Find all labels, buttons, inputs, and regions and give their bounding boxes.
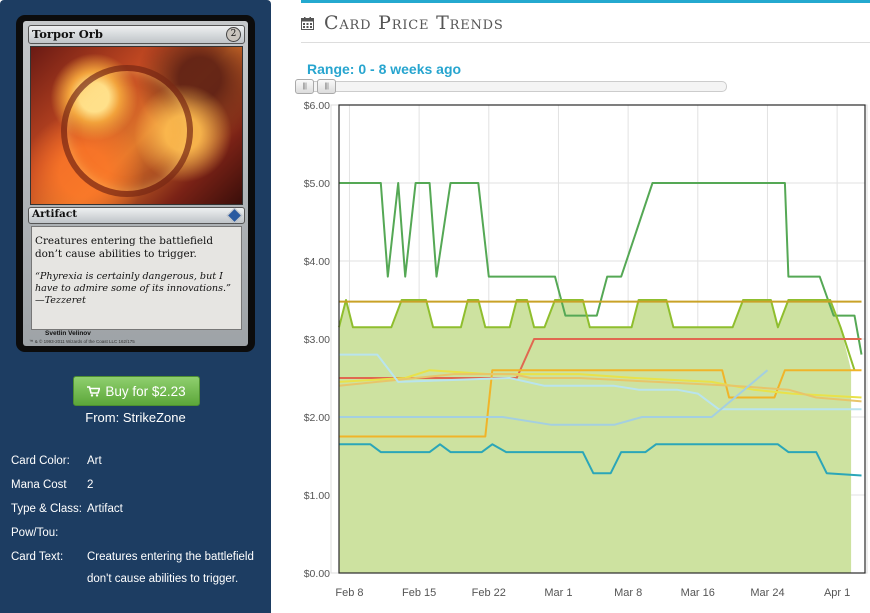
price-trends-panel: Card Price Trends Range: 0 - 8 weeks ago… xyxy=(295,0,870,613)
series-line-9 xyxy=(339,369,769,426)
detail-label-pow-tou: Pow/Tou: xyxy=(11,527,59,539)
card-detail-panel: Torpor Orb 2 Artifact Creatures entering… xyxy=(0,0,271,613)
x-tick-label: Mar 16 xyxy=(681,587,715,599)
x-tick-label: Mar 1 xyxy=(544,587,572,599)
card-image: Torpor Orb 2 Artifact Creatures entering… xyxy=(16,15,255,352)
card-artwork xyxy=(30,46,243,205)
buy-button[interactable]: Buy for $2.23 xyxy=(73,376,200,406)
detail-value-mana-cost: 2 xyxy=(87,479,94,491)
x-tick-label: Feb 15 xyxy=(402,587,436,599)
y-tick-label: $2.00 xyxy=(304,412,330,424)
detail-value-card-text: Creatures entering the battlefield don't… xyxy=(87,551,254,585)
series-line-4 xyxy=(339,338,862,379)
y-tick-label: $5.00 xyxy=(304,178,330,190)
x-tick-label: Apr 1 xyxy=(824,587,850,599)
card-title-bar: Torpor Orb 2 xyxy=(28,25,245,44)
y-axis-ticks: $0.00 $1.00 $2.00 $3.00 $4.00 $5.00 $6.00 xyxy=(304,100,330,580)
detail-value-type: Artifact xyxy=(87,503,123,515)
range-label: Range: 0 - 8 weeks ago xyxy=(307,61,462,77)
area-series xyxy=(339,300,852,573)
price-series xyxy=(338,182,863,477)
cart-icon xyxy=(87,385,101,397)
buy-from-seller: From: StrikeZone xyxy=(85,410,186,425)
series-line-2 xyxy=(338,299,856,371)
calendar-icon xyxy=(301,16,314,30)
mana-symbol: 2 xyxy=(226,27,241,42)
detail-label-type: Type & Class: xyxy=(11,503,82,515)
x-tick-label: Mar 8 xyxy=(614,587,642,599)
buy-button-label: Buy for $2.23 xyxy=(105,383,186,399)
card-flavor-text: “Phyrexia is certainly dangerous, but I … xyxy=(35,271,231,306)
y-tick-label: $6.00 xyxy=(304,100,330,112)
series-line-7 xyxy=(338,373,862,403)
range-slider-handle-end[interactable]: ||| xyxy=(317,79,336,94)
header-divider xyxy=(301,42,870,43)
set-symbol-icon xyxy=(226,207,243,224)
section-header: Card Price Trends xyxy=(301,12,504,34)
detail-label-mana-cost: Mana Cost xyxy=(11,479,67,491)
series-line-10 xyxy=(339,443,862,477)
y-tick-label: $3.00 xyxy=(304,334,330,346)
price-trend-chart: $0.00 $1.00 $2.00 $3.00 $4.00 $5.00 $6.00 Feb … xyxy=(304,100,868,599)
card-copyright: ™ & © 1993-2011 Wizards of the Coast LLC… xyxy=(29,339,135,344)
x-axis-ticks: Feb 8 Feb 15 Feb 22 Mar 1 Mar 8 Mar 16 Mar 24 A… xyxy=(335,587,850,599)
range-slider-track[interactable] xyxy=(301,81,727,92)
y-tick-label: $4.00 xyxy=(304,256,330,268)
y-tick-label: $0.00 xyxy=(304,568,330,580)
card-rules-text: Creatures entering the battlefield don’t… xyxy=(35,235,214,260)
card-type-line: Artifact xyxy=(32,208,78,220)
x-tick-label: Feb 22 xyxy=(472,587,506,599)
card-artist: Svetlin Velinov xyxy=(45,330,91,337)
detail-label-color: Card Color: xyxy=(11,455,70,467)
card-name: Torpor Orb xyxy=(32,27,103,41)
x-tick-label: Mar 24 xyxy=(750,587,784,599)
series-line-6 xyxy=(338,369,862,399)
card-type-bar: Artifact xyxy=(28,207,245,224)
x-tick-label: Feb 8 xyxy=(335,587,363,599)
y-tick-label: $1.00 xyxy=(304,490,330,502)
accent-rule xyxy=(301,0,870,3)
card-textbox: Creatures entering the battlefield don’t… xyxy=(31,226,242,330)
art-orb-ring xyxy=(61,65,193,197)
plot-border xyxy=(338,104,866,574)
series-line-1 xyxy=(339,182,863,355)
detail-label-card-text: Card Text: xyxy=(11,551,64,563)
detail-value-color: Art xyxy=(87,455,102,467)
area-fill xyxy=(339,300,852,573)
card-body: Torpor Orb 2 Artifact Creatures entering… xyxy=(23,21,248,346)
range-slider-handle-start[interactable]: ||| xyxy=(295,79,314,94)
series-line-8 xyxy=(339,353,862,411)
section-title: Card Price Trends xyxy=(324,12,504,34)
